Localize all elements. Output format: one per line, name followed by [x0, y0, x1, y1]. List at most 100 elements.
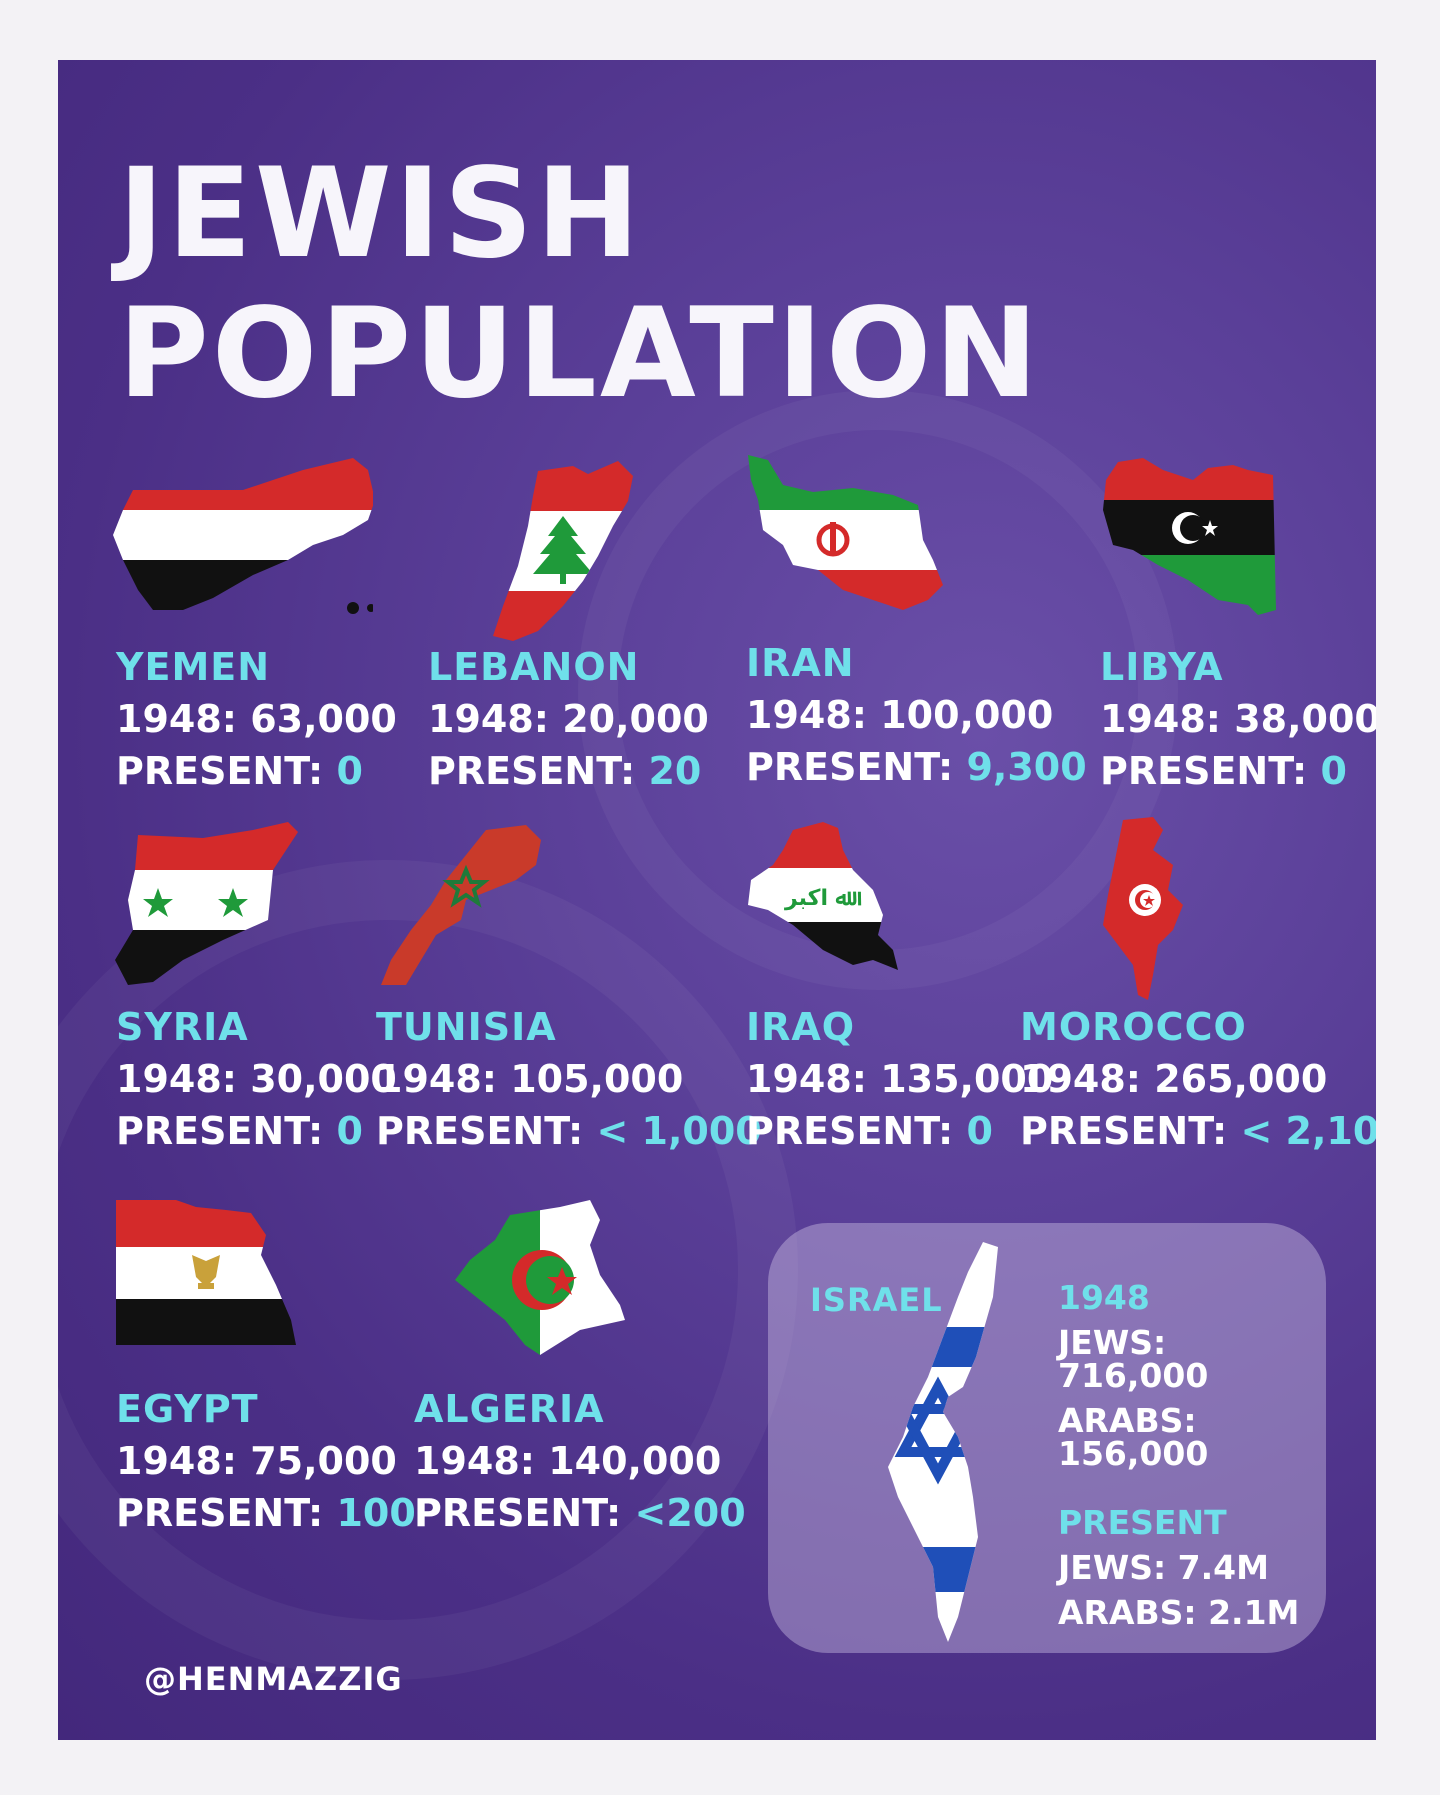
value-present: 0: [966, 1109, 993, 1153]
stat-present: PRESENT: <200: [414, 1494, 746, 1532]
label-1948: 1948:: [116, 1057, 237, 1101]
country-name: EGYPT: [116, 1387, 259, 1431]
yemen-flag-map-icon: [113, 458, 373, 614]
stat-1948: 1948: 265,000: [1020, 1060, 1376, 1098]
title-line-1: JEWISH: [118, 142, 643, 286]
value-present: <200: [634, 1491, 746, 1535]
label-present: PRESENT:: [746, 1109, 954, 1153]
morocco-flag-map-icon: [381, 825, 541, 985]
egypt-flag-map-icon: [116, 1200, 296, 1345]
value-present: 100: [336, 1491, 416, 1535]
value-1948: 38,000: [1234, 697, 1376, 741]
label-1948: 1948:: [116, 697, 237, 741]
country-name: LIBYA: [1100, 645, 1224, 689]
lebanon-flag-map-icon: [493, 461, 633, 641]
stat-present: PRESENT: < 2,100: [1020, 1112, 1376, 1150]
country-card-libya: LIBYA 1948: 38,000 PRESENT: 0: [1100, 648, 1376, 790]
label-1948: 1948:: [746, 1057, 867, 1101]
value-present: 0: [336, 1109, 363, 1153]
value-present: 9,300: [966, 745, 1087, 789]
value-present: 0: [1320, 749, 1347, 793]
label-1948: 1948:: [1100, 697, 1221, 741]
iran-flag-map-icon: [748, 455, 943, 610]
label-1948: 1948:: [116, 1439, 237, 1483]
country-name: YEMEN: [116, 645, 271, 689]
country-name: SYRIA: [116, 1005, 249, 1049]
label-present: PRESENT:: [428, 749, 636, 793]
stat-1948: 1948: 105,000: [376, 1060, 762, 1098]
value-1948: 265,000: [1154, 1057, 1328, 1101]
country-card-syria: SYRIA 1948: 30,000 PRESENT: 0: [116, 1008, 397, 1150]
label-present: PRESENT:: [746, 745, 954, 789]
tunisia-flag-map-icon: [1103, 817, 1183, 1000]
label-1948: 1948:: [376, 1057, 497, 1101]
country-card-egypt: EGYPT 1948: 75,000 PRESENT: 100: [116, 1390, 416, 1532]
label-present: PRESENT:: [376, 1109, 584, 1153]
israel-jews-present: JEWS: 7.4M: [1058, 1548, 1269, 1587]
label-present: PRESENT:: [116, 1109, 324, 1153]
israel-1948-heading: 1948: [1058, 1278, 1150, 1317]
country-card-iraq: IRAQ 1948: 135,000 PRESENT: 0: [746, 1008, 1053, 1150]
country-name: MOROCCO: [1020, 1005, 1247, 1049]
value-1948: 63,000: [250, 697, 397, 741]
value-present: 0: [336, 749, 363, 793]
label-1948: 1948:: [414, 1439, 535, 1483]
country-card-morocco: MOROCCO 1948: 265,000 PRESENT: < 2,100: [1020, 1008, 1376, 1150]
value-present: < 2,100: [1240, 1109, 1376, 1153]
israel-name: ISRAEL: [810, 1281, 943, 1319]
label-present: PRESENT:: [116, 749, 324, 793]
stat-present: PRESENT: 20: [428, 752, 709, 790]
value-1948: 105,000: [510, 1057, 684, 1101]
syria-flag-map-icon: [115, 822, 298, 985]
stat-1948: 1948: 20,000: [428, 700, 709, 738]
stat-present: PRESENT: 0: [116, 752, 397, 790]
israel-arabs-1948: ARABS: 156,000: [1058, 1401, 1209, 1473]
label-present: PRESENT:: [414, 1491, 622, 1535]
value-present: < 1,000: [596, 1109, 762, 1153]
libya-flag-map-icon: [1103, 458, 1276, 615]
poster: JEWISH POPULATION: [58, 60, 1376, 1740]
value-1948: 30,000: [250, 1057, 397, 1101]
stat-1948: 1948: 63,000: [116, 700, 397, 738]
label-1948: 1948:: [746, 693, 867, 737]
label-present: PRESENT:: [1020, 1109, 1228, 1153]
country-card-lebanon: LEBANON 1948: 20,000 PRESENT: 20: [428, 648, 709, 790]
country-name: IRAQ: [746, 1005, 856, 1049]
country-card-tunisia: TUNISIA 1948: 105,000 PRESENT: < 1,000: [376, 1008, 762, 1150]
label-1948: 1948:: [1020, 1057, 1141, 1101]
country-name: LEBANON: [428, 645, 640, 689]
label-1948: 1948:: [428, 697, 549, 741]
stat-1948: 1948: 135,000: [746, 1060, 1053, 1098]
value-1948: 75,000: [250, 1439, 397, 1483]
israel-jews-1948: JEWS: 716,000: [1058, 1323, 1209, 1395]
label-present: PRESENT:: [1100, 749, 1308, 793]
iraq-flag-map-icon: ﷲ اكبر: [748, 822, 898, 970]
israel-stats: 1948 JEWS: 716,000 ARABS: 156,000 PRESEN…: [1058, 1281, 1326, 1629]
value-1948: 100,000: [880, 693, 1054, 737]
stat-1948: 1948: 140,000: [414, 1442, 746, 1480]
country-name: ALGERIA: [414, 1387, 605, 1431]
stat-1948: 1948: 38,000: [1100, 700, 1376, 738]
author-handle: @HENMAZZIG: [144, 1660, 403, 1698]
stat-1948: 1948: 100,000: [746, 696, 1087, 734]
value-1948: 140,000: [548, 1439, 722, 1483]
stat-present: PRESENT: < 1,000: [376, 1112, 762, 1150]
stat-present: PRESENT: 0: [1100, 752, 1376, 790]
title-line-2: POPULATION: [118, 282, 1042, 426]
stat-present: PRESENT: 0: [116, 1112, 397, 1150]
country-name: IRAN: [746, 641, 855, 685]
israel-panel: ISRAEL 1948 JEWS: 716,000 ARABS: 156,000…: [768, 1223, 1326, 1653]
stat-1948: 1948: 30,000: [116, 1060, 397, 1098]
algeria-flag-map-icon: [455, 1200, 625, 1355]
value-1948: 135,000: [880, 1057, 1054, 1101]
stat-present: PRESENT: 100: [116, 1494, 416, 1532]
label-present: PRESENT:: [116, 1491, 324, 1535]
israel-present-heading: PRESENT: [1058, 1503, 1227, 1542]
value-1948: 20,000: [562, 697, 709, 741]
stat-present: PRESENT: 9,300: [746, 748, 1087, 786]
israel-flag-map-icon: [888, 1242, 998, 1642]
country-name: TUNISIA: [376, 1005, 557, 1049]
country-card-yemen: YEMEN 1948: 63,000 PRESENT: 0: [116, 648, 397, 790]
country-card-iran: IRAN 1948: 100,000 PRESENT: 9,300: [746, 644, 1087, 786]
israel-arabs-present: ARABS: 2.1M: [1058, 1593, 1300, 1632]
